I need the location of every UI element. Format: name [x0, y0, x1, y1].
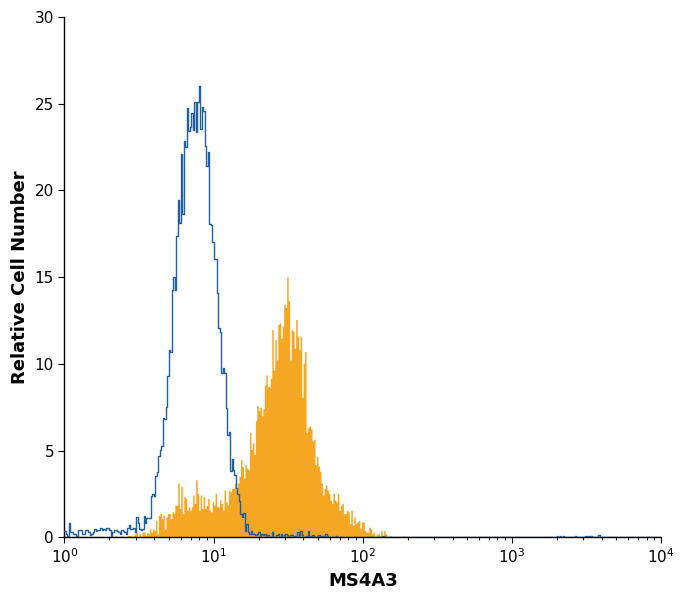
X-axis label: MS4A3: MS4A3 [328, 572, 398, 590]
Y-axis label: Relative Cell Number: Relative Cell Number [11, 170, 29, 384]
